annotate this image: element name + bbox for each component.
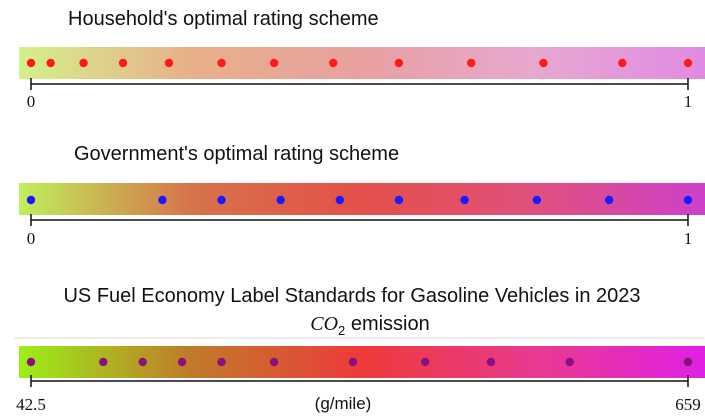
us-label-dot — [421, 357, 430, 367]
household-dot — [79, 58, 88, 68]
us-label-dot — [217, 357, 226, 367]
household-title: Household's optimal rating scheme — [68, 8, 379, 30]
government-dot — [604, 195, 614, 205]
us-label-color-bar — [19, 346, 705, 378]
us-label-dot — [565, 357, 574, 367]
household-dot — [329, 58, 338, 68]
us-label-panel: US Fuel Economy Label Standards for Gaso… — [14, 285, 705, 414]
household-dots — [26, 58, 693, 68]
us-label-title: US Fuel Economy Label Standards for Gaso… — [63, 285, 640, 307]
household-dot — [683, 58, 693, 68]
us-label-dot — [138, 357, 147, 367]
government-color-bar — [19, 183, 705, 215]
us-label-dot — [99, 357, 108, 367]
household-dot — [26, 58, 36, 68]
government-max-label: 1 — [684, 229, 693, 248]
us-label-dot — [348, 357, 358, 367]
us-label-dot — [177, 357, 187, 367]
household-dot — [539, 58, 548, 68]
us-label-dot — [683, 357, 693, 367]
government-dots — [26, 195, 693, 205]
us-label-min-label: 42.5 — [16, 395, 46, 414]
us-label-subtitle: CO2 emission — [310, 313, 430, 338]
government-min-label: 0 — [27, 229, 36, 248]
government-dot — [394, 195, 404, 205]
government-dot — [532, 195, 542, 205]
government-title: Government's optimal rating scheme — [74, 143, 399, 165]
household-dot — [118, 58, 128, 68]
co2-subscript: 2 — [338, 323, 345, 338]
us-label-dot — [26, 357, 36, 367]
government-dot — [217, 195, 226, 205]
household-dot — [46, 58, 55, 68]
government-panel: Government's optimal rating scheme 0 1 — [19, 143, 705, 248]
us-label-dots — [26, 357, 693, 367]
us-label-dot — [269, 357, 279, 367]
household-dot — [217, 58, 226, 68]
household-panel: Household's optimal rating scheme 0 1 — [19, 8, 705, 111]
us-label-dot — [486, 357, 496, 367]
government-dot — [335, 195, 344, 205]
government-dot — [26, 195, 36, 205]
government-dot — [158, 195, 167, 205]
us-label-unit: (g/mile) — [315, 394, 372, 413]
household-dot — [466, 58, 476, 68]
household-dot — [618, 58, 627, 68]
household-dot — [269, 58, 279, 68]
government-dot — [276, 195, 285, 205]
co2-formula: CO — [310, 313, 338, 335]
government-dot — [683, 195, 693, 205]
us-label-max-label: 659 — [675, 395, 701, 414]
household-dot — [394, 58, 404, 68]
household-color-bar — [19, 47, 705, 79]
household-min-label: 0 — [27, 92, 36, 111]
household-dot — [164, 58, 174, 68]
subtitle-emission: emission — [345, 313, 429, 335]
government-dot — [460, 195, 469, 205]
household-max-label: 1 — [684, 92, 693, 111]
